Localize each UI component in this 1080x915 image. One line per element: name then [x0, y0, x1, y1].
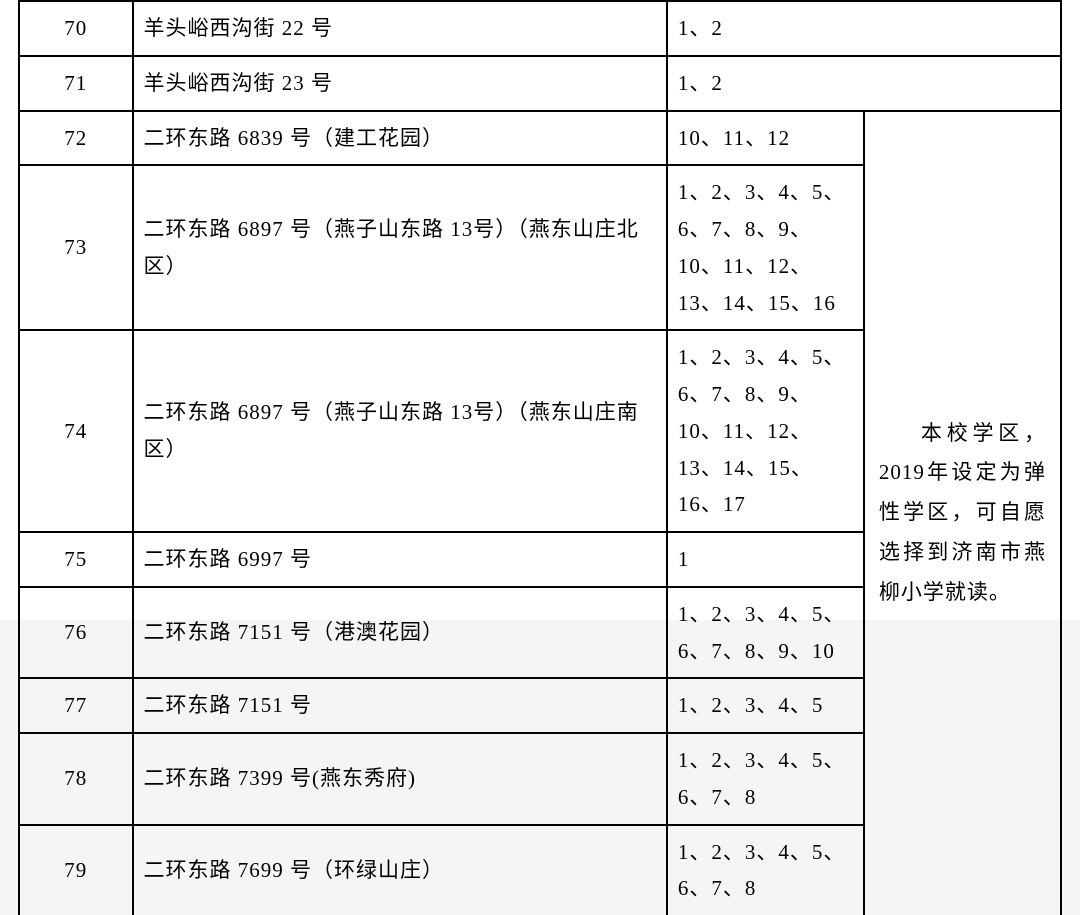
row-address: 二环东路 6897 号（燕子山东路 13号）（燕东山庄南区）	[133, 330, 667, 532]
row-units: 1、2、3、4、5、6、7、8、9、10、11、12、13、14、15、16、1…	[667, 330, 864, 532]
row-address: 二环东路 7151 号（港澳花园）	[133, 587, 667, 679]
row-number: 76	[19, 587, 133, 679]
row-units: 1、2	[667, 56, 1061, 111]
row-number: 72	[19, 111, 133, 166]
row-units: 1、2、3、4、5、6、7、8、9、10	[667, 587, 864, 679]
row-number: 78	[19, 733, 133, 825]
row-address: 二环东路 7399 号(燕东秀府)	[133, 733, 667, 825]
row-address: 二环东路 6839 号（建工花园）	[133, 111, 667, 166]
table-row: 70 羊头峪西沟街 22 号 1、2	[19, 1, 1061, 56]
row-units: 1、2、3、4、5	[667, 678, 864, 733]
school-district-table: 70 羊头峪西沟街 22 号 1、2 71 羊头峪西沟街 23 号 1、2 72…	[18, 0, 1062, 915]
row-units: 1、2、3、4、5、6、7、8、9、10、11、12、13、14、15、16	[667, 165, 864, 330]
row-number: 74	[19, 330, 133, 532]
row-address: 二环东路 7151 号	[133, 678, 667, 733]
row-number: 73	[19, 165, 133, 330]
table-row: 71 羊头峪西沟街 23 号 1、2	[19, 56, 1061, 111]
row-number: 70	[19, 1, 133, 56]
row-number: 71	[19, 56, 133, 111]
row-units: 1、2、3、4、5、6、7、8	[667, 733, 864, 825]
row-address: 羊头峪西沟街 23 号	[133, 56, 667, 111]
row-address: 羊头峪西沟街 22 号	[133, 1, 667, 56]
table-body: 70 羊头峪西沟街 22 号 1、2 71 羊头峪西沟街 23 号 1、2 72…	[19, 1, 1061, 915]
row-units: 1、2	[667, 1, 1061, 56]
row-units: 10、11、12	[667, 111, 864, 166]
row-number: 77	[19, 678, 133, 733]
table-row: 72 二环东路 6839 号（建工花园） 10、11、12 本校学区，2019年…	[19, 111, 1061, 166]
row-address: 二环东路 6897 号（燕子山东路 13号）（燕东山庄北区）	[133, 165, 667, 330]
note-text: 本校学区，2019年设定为弹性学区，可自愿选择到济南市燕柳小学就读。	[879, 414, 1046, 613]
row-units: 1	[667, 532, 864, 587]
row-units: 1、2、3、4、5、6、7、8	[667, 825, 864, 915]
row-address: 二环东路 7699 号（环绿山庄）	[133, 825, 667, 915]
table-container: 70 羊头峪西沟街 22 号 1、2 71 羊头峪西沟街 23 号 1、2 72…	[0, 0, 1080, 620]
row-number: 75	[19, 532, 133, 587]
note-cell: 本校学区，2019年设定为弹性学区，可自愿选择到济南市燕柳小学就读。	[864, 111, 1061, 915]
row-number: 79	[19, 825, 133, 915]
row-address: 二环东路 6997 号	[133, 532, 667, 587]
